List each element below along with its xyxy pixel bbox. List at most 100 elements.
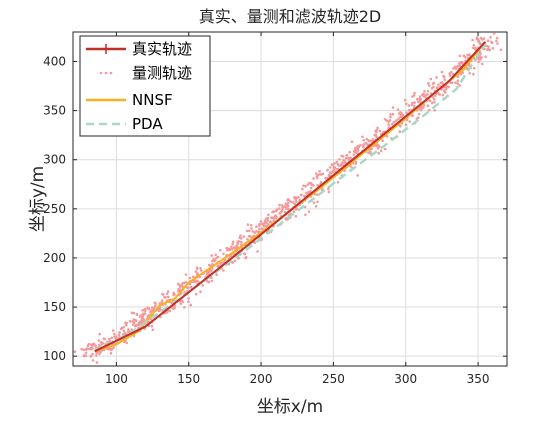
measurement-point — [212, 257, 215, 261]
measurement-point — [305, 191, 308, 195]
y-tick-label: 100 — [43, 349, 66, 363]
measurement-point — [306, 183, 310, 186]
measurement-point — [228, 247, 232, 251]
measurement-point — [487, 48, 491, 51]
x-tick-label: 200 — [250, 372, 273, 386]
measurement-point — [315, 172, 318, 175]
measurement-point — [91, 359, 95, 362]
measurement-point — [319, 173, 323, 176]
measurement-point — [436, 86, 439, 89]
measurement-point — [385, 119, 389, 122]
measurement-point — [85, 347, 89, 351]
measurement-point — [84, 354, 88, 358]
y-tick-label: 300 — [43, 153, 66, 167]
measurement-point — [215, 273, 218, 277]
measurement-point — [345, 154, 349, 157]
measurement-point — [118, 331, 121, 334]
measurement-point — [461, 71, 465, 74]
measurement-point — [356, 174, 360, 177]
measurement-point — [238, 236, 241, 239]
measurement-point — [450, 81, 454, 85]
measurement-point — [242, 235, 245, 238]
measurement-point — [143, 309, 147, 313]
measurement-point — [280, 204, 284, 207]
measurement-point — [430, 87, 434, 90]
measurement-point — [353, 147, 357, 151]
measurement-point — [199, 290, 202, 294]
measurement-point — [407, 104, 411, 107]
measurement-point — [471, 46, 475, 50]
measurement-point — [94, 344, 97, 348]
measurement-point — [304, 184, 307, 188]
measurement-point — [495, 36, 499, 40]
measurement-point — [256, 250, 259, 253]
measurement-point — [314, 205, 318, 208]
measurement-point — [477, 40, 480, 43]
measurement-point — [447, 85, 451, 89]
measurement-point — [375, 128, 378, 132]
measurement-point — [374, 133, 378, 137]
measurement-point — [271, 210, 275, 214]
measurement-point — [172, 307, 175, 311]
measurement-point — [127, 328, 130, 331]
measurement-point — [456, 82, 460, 85]
tick-layer: 100 150 200 250 300 350 100 150 200 250 300 350 400 — [43, 32, 507, 386]
x-tick-label: 300 — [394, 372, 417, 386]
measurement-point — [367, 139, 370, 142]
measurement-point — [264, 220, 267, 223]
measurement-point — [120, 326, 124, 330]
measurement-point — [413, 91, 416, 95]
measurement-point — [141, 317, 144, 321]
measurement-point — [375, 130, 378, 134]
measurement-point — [111, 329, 115, 332]
measurement-point — [376, 126, 379, 130]
measurement-point — [245, 229, 249, 233]
measurement-point — [475, 36, 479, 39]
measurement-point — [336, 180, 340, 184]
measurement-point — [189, 303, 193, 307]
measurement-point — [437, 83, 440, 86]
measurement-point — [211, 259, 214, 263]
measurement-point — [477, 60, 480, 64]
measurement-point — [166, 292, 169, 296]
measurement-point — [237, 257, 240, 260]
measurement-point — [466, 53, 469, 57]
measurement-point — [283, 205, 286, 208]
measurement-point — [283, 210, 287, 214]
measurement-point — [362, 145, 365, 149]
measurement-point — [201, 284, 204, 287]
measurement-point — [423, 90, 426, 93]
measurement-point — [400, 115, 403, 118]
measurement-point — [391, 112, 395, 116]
measurement-point — [443, 78, 447, 82]
measurement-point — [460, 60, 464, 64]
measurement-point — [235, 244, 239, 247]
measurement-point — [328, 171, 332, 174]
measurement-point — [141, 312, 145, 316]
measurement-point — [222, 252, 225, 256]
measurement-point — [422, 106, 425, 109]
measurement-point — [199, 269, 203, 272]
measurement-point — [225, 246, 228, 250]
measurement-point — [226, 249, 229, 252]
measurement-point — [354, 160, 358, 164]
measurement-point — [112, 346, 115, 349]
measurement-point — [335, 160, 339, 164]
measurement-point — [407, 108, 411, 112]
measurement-point — [246, 223, 250, 226]
measurement-point — [87, 347, 91, 351]
measurement-point — [411, 101, 414, 105]
measurement-point — [383, 147, 387, 151]
measurement-point — [179, 285, 182, 289]
measurement-point — [285, 206, 288, 210]
measurement-point — [362, 143, 365, 147]
measurement-point — [427, 108, 431, 112]
measurement-point — [184, 273, 188, 276]
x-axis-title: 坐标x/m — [257, 397, 323, 417]
measurement-point — [207, 271, 211, 274]
measurement-point — [231, 240, 235, 244]
measurement-point — [112, 332, 116, 336]
measurement-point — [333, 166, 337, 169]
measurement-point — [164, 296, 167, 299]
